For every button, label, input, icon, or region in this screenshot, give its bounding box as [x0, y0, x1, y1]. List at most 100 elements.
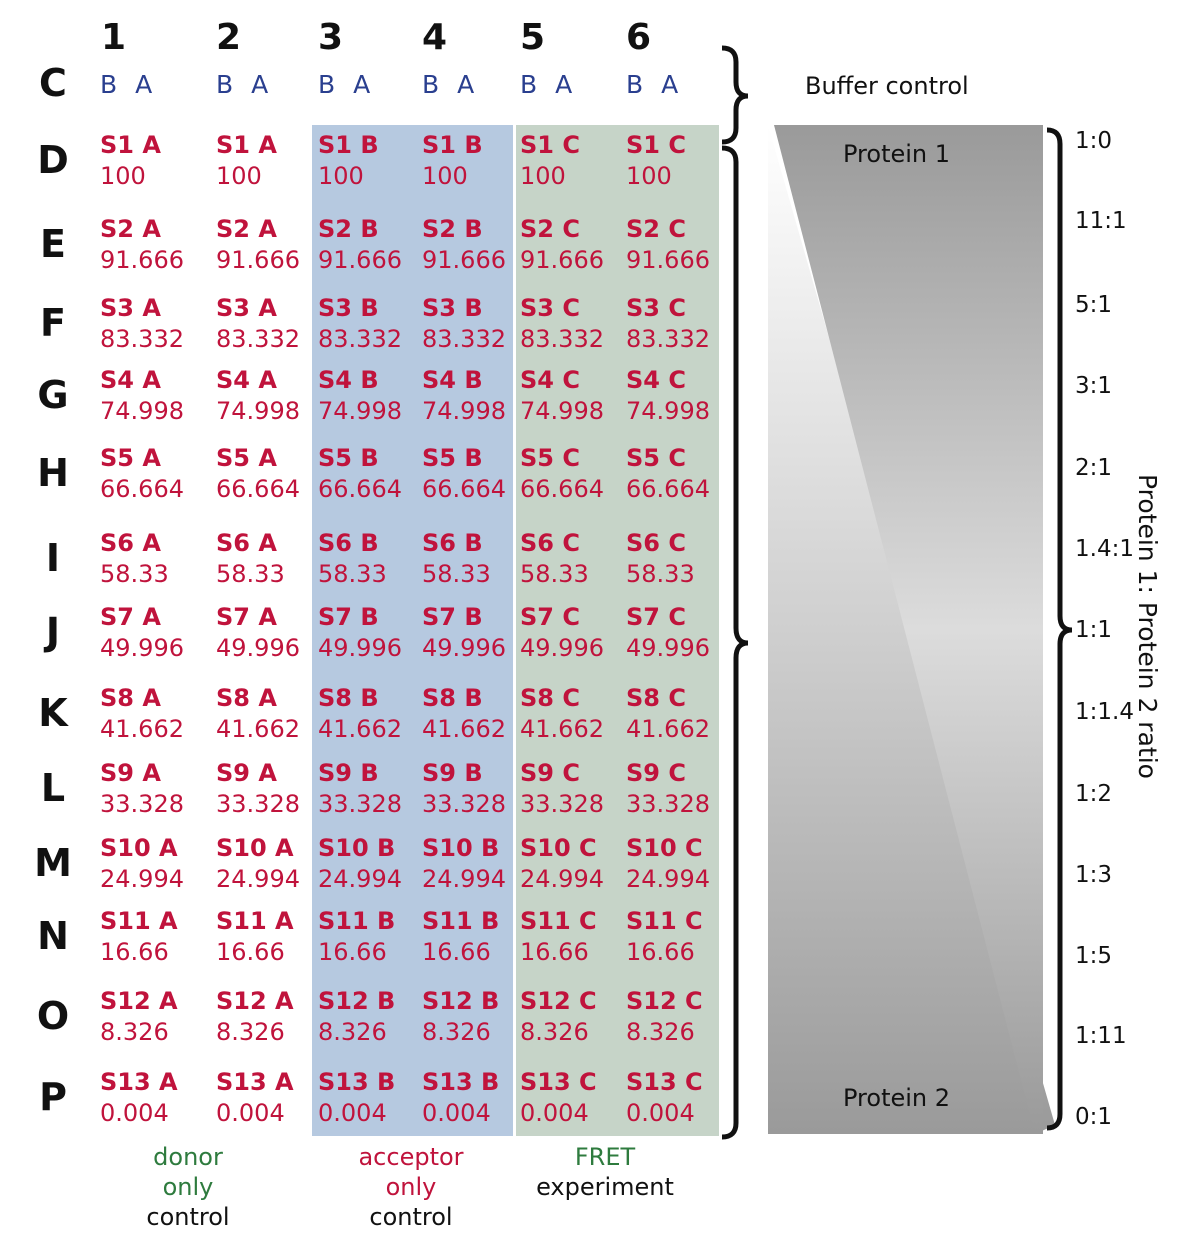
sample-id: S7 A	[216, 603, 277, 631]
acceptor-line-2: only	[385, 1173, 437, 1201]
sample-concentration: 49.996	[318, 634, 402, 662]
fret-line-2: experiment	[536, 1173, 674, 1201]
sample-concentration: 0.004	[216, 1099, 285, 1127]
ratio-label: 1:2	[1075, 781, 1113, 807]
sample-id: S1 A	[100, 131, 161, 159]
sample-id: S3 A	[100, 294, 161, 322]
sample-concentration: 0.004	[100, 1099, 169, 1127]
ratio-label: 5:1	[1075, 292, 1113, 318]
sample-id: S2 B	[318, 215, 379, 243]
sample-id: S10 A	[216, 834, 294, 862]
sample-concentration: 41.662	[216, 715, 300, 743]
sample-concentration: 66.664	[626, 475, 710, 503]
sample-id: S5 A	[100, 444, 161, 472]
sample-concentration: 66.664	[216, 475, 300, 503]
sample-concentration: 33.328	[626, 790, 710, 818]
sample-id: S5 B	[318, 444, 379, 472]
ratio-label: 1:5	[1075, 943, 1113, 969]
sample-id: S11 B	[422, 907, 500, 935]
sample-concentration: 24.994	[520, 865, 604, 893]
sample-concentration: 33.328	[422, 790, 506, 818]
sample-id: S7 A	[100, 603, 161, 631]
sample-id: S9 C	[520, 759, 580, 787]
sample-concentration: 8.326	[100, 1018, 169, 1046]
sample-concentration: 24.994	[216, 865, 300, 893]
sample-id: S9 A	[100, 759, 161, 787]
sample-concentration: 8.326	[626, 1018, 695, 1046]
protein-2-label: Protein 2	[843, 1084, 951, 1112]
sample-concentration: 74.998	[216, 397, 300, 425]
sample-id: S3 A	[216, 294, 277, 322]
sample-concentration: 49.996	[520, 634, 604, 662]
sample-concentration: 91.666	[318, 246, 402, 274]
sample-id: S12 A	[100, 987, 178, 1015]
sample-concentration: 58.33	[520, 560, 589, 588]
ratio-label: 3:1	[1075, 373, 1113, 399]
row-label-o: O	[36, 994, 70, 1038]
donor-only-control-label: donor only control	[118, 1142, 258, 1232]
sample-id: S9 A	[216, 759, 277, 787]
sample-concentration: 83.332	[520, 325, 604, 353]
sample-id: S4 B	[422, 366, 483, 394]
sample-concentration: 74.998	[318, 397, 402, 425]
sample-concentration: 58.33	[626, 560, 695, 588]
sample-concentration: 74.998	[520, 397, 604, 425]
sample-id: S1 C	[520, 131, 580, 159]
row-label-l: L	[40, 766, 66, 810]
sample-concentration: 91.666	[520, 246, 604, 274]
row-label-i: I	[45, 536, 61, 580]
ba-label: B A	[318, 70, 376, 99]
fret-line-1: FRET	[574, 1143, 636, 1171]
buffer-control-label: Buffer control	[805, 72, 969, 100]
sample-concentration: 83.332	[422, 325, 506, 353]
column-number-4: 4	[422, 17, 448, 58]
donor-line-1: donor	[153, 1143, 223, 1171]
sample-id: S12 C	[626, 987, 703, 1015]
sample-id: S13 A	[216, 1068, 294, 1096]
acceptor-line-1: acceptor	[358, 1143, 464, 1171]
sample-id: S7 B	[422, 603, 483, 631]
sample-id: S12 C	[520, 987, 597, 1015]
sample-id: S9 B	[318, 759, 379, 787]
column-number-6: 6	[626, 17, 652, 58]
sample-id: S8 B	[318, 684, 379, 712]
sample-concentration: 33.328	[216, 790, 300, 818]
sample-id: S6 A	[100, 529, 161, 557]
ratio-label: 2:1	[1075, 455, 1113, 481]
sample-id: S7 B	[318, 603, 379, 631]
row-label-f: F	[40, 301, 66, 345]
sample-concentration: 66.664	[100, 475, 184, 503]
ratio-axis-brace	[1046, 127, 1073, 1131]
sample-id: S3 B	[422, 294, 483, 322]
sample-id: S4 A	[216, 366, 277, 394]
sample-concentration: 16.66	[216, 938, 285, 966]
row-label-k: K	[38, 691, 68, 735]
row-label-n: N	[37, 914, 69, 958]
sample-concentration: 16.66	[422, 938, 491, 966]
row-label-e: E	[40, 222, 66, 266]
ratio-label: 1:1.4	[1075, 699, 1134, 725]
sample-concentration: 41.662	[422, 715, 506, 743]
sample-id: S10 B	[422, 834, 500, 862]
sample-concentration: 16.66	[318, 938, 387, 966]
sample-id: S8 A	[100, 684, 161, 712]
donor-line-3: control	[146, 1203, 230, 1231]
sample-id: S10 C	[520, 834, 597, 862]
fret-experiment-label: FRET experiment	[520, 1142, 690, 1202]
sample-id: S1 C	[626, 131, 686, 159]
buffer-control-brace	[721, 45, 749, 145]
sample-concentration: 24.994	[318, 865, 402, 893]
sample-concentration: 58.33	[318, 560, 387, 588]
sample-concentration: 74.998	[626, 397, 710, 425]
sample-concentration: 24.994	[100, 865, 184, 893]
sample-id: S7 C	[626, 603, 686, 631]
protein-1-label: Protein 1	[843, 140, 951, 168]
sample-id: S13 B	[422, 1068, 500, 1096]
sample-id: S4 A	[100, 366, 161, 394]
sample-concentration: 49.996	[216, 634, 300, 662]
ratio-axis-label: Protein 1: Protein 2 ratio	[1133, 474, 1162, 779]
sample-concentration: 8.326	[520, 1018, 589, 1046]
sample-concentration: 58.33	[422, 560, 491, 588]
ba-label: B A	[216, 70, 274, 99]
